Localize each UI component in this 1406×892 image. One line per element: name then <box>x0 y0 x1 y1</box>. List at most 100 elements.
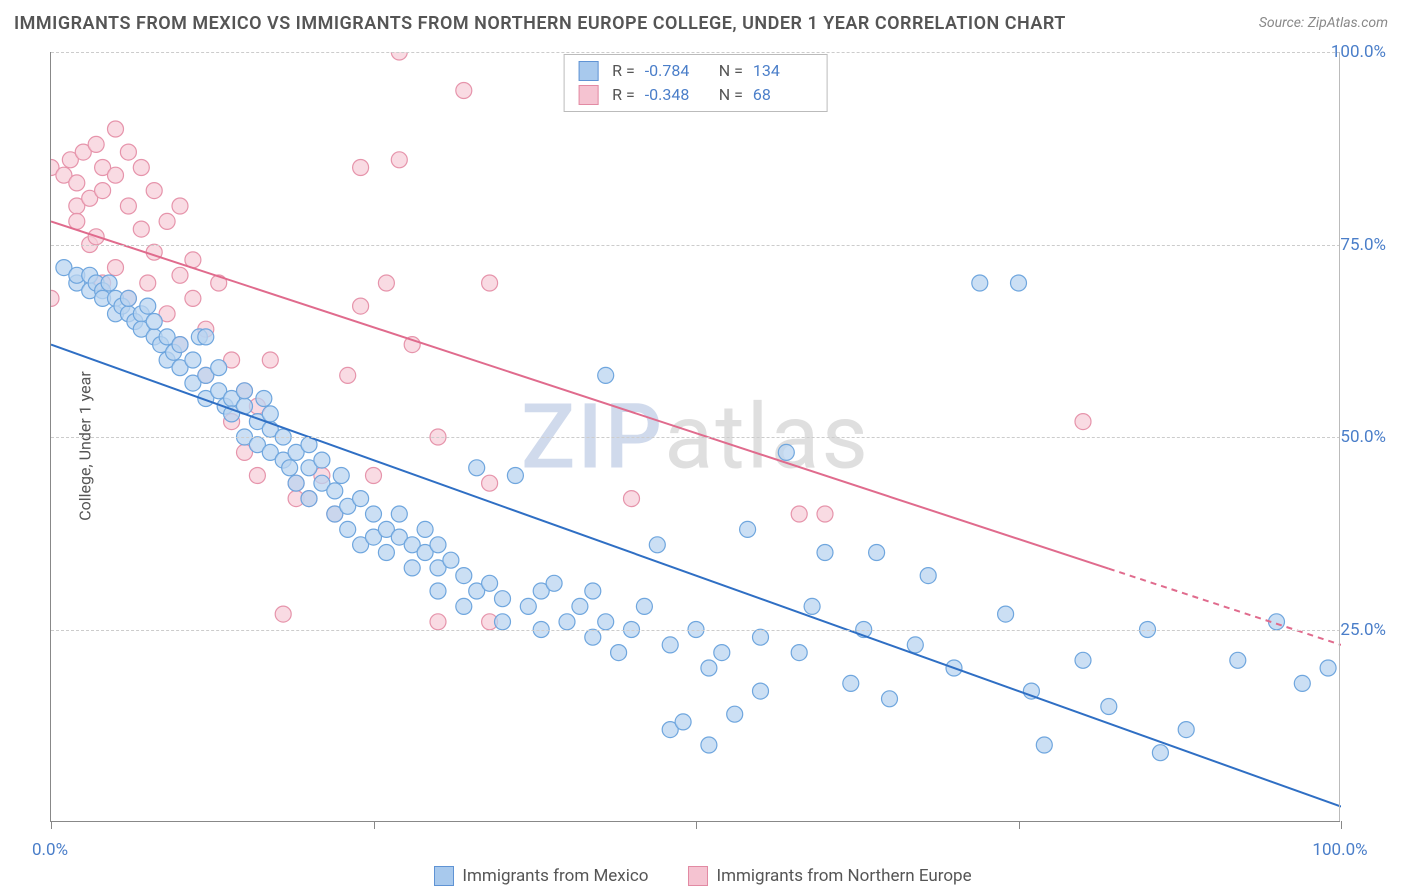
scatter-point <box>391 506 407 522</box>
stats-row-neurope: R = -0.348 N = 68 <box>578 83 813 107</box>
legend-label-mexico: Immigrants from Mexico <box>462 866 648 886</box>
scatter-point <box>507 468 523 484</box>
scatter-point <box>1294 675 1310 691</box>
scatter-point <box>282 460 298 476</box>
gridline-h <box>51 437 1340 438</box>
scatter-point <box>649 537 665 553</box>
x-tick <box>1341 821 1342 829</box>
source-value: ZipAtlas.com <box>1308 15 1388 31</box>
scatter-point <box>108 260 124 276</box>
scatter-point <box>998 606 1014 622</box>
scatter-point <box>546 575 562 591</box>
scatter-point <box>88 136 104 152</box>
gridline-h <box>51 630 1340 631</box>
scatter-point <box>972 275 988 291</box>
scatter-point <box>146 183 162 199</box>
scatter-point <box>301 491 317 507</box>
scatter-point <box>482 575 498 591</box>
scatter-point <box>1075 414 1091 430</box>
source-label: Source: <box>1259 15 1308 31</box>
scatter-point <box>469 460 485 476</box>
swatch-neurope <box>578 85 598 105</box>
scatter-point <box>559 614 575 630</box>
scatter-point <box>314 452 330 468</box>
scatter-point <box>495 614 511 630</box>
scatter-point <box>120 290 136 306</box>
scatter-point <box>804 598 820 614</box>
scatter-point <box>611 645 627 661</box>
legend-item-neurope: Immigrants from Northern Europe <box>688 866 971 886</box>
scatter-point <box>172 198 188 214</box>
scatter-point <box>288 475 304 491</box>
scatter-point <box>391 152 407 168</box>
y-tick-label: 50.0% <box>1340 427 1386 447</box>
stat-N-neurope: 68 <box>753 83 813 107</box>
scatter-point <box>791 645 807 661</box>
scatter-point <box>256 391 272 407</box>
scatter-point <box>598 614 614 630</box>
scatter-point <box>172 337 188 353</box>
scatter-point <box>198 329 214 345</box>
scatter-point <box>120 144 136 160</box>
stat-R-label: R = <box>612 59 635 83</box>
scatter-point <box>843 675 859 691</box>
scatter-point <box>907 637 923 653</box>
gridline-h <box>51 245 1340 246</box>
scatter-point <box>378 275 394 291</box>
scatter-point <box>430 583 446 599</box>
scatter-point <box>817 545 833 561</box>
scatter-point <box>275 606 291 622</box>
scatter-point <box>443 552 459 568</box>
scatter-point <box>140 275 156 291</box>
scatter-point <box>585 583 601 599</box>
x-tick <box>696 821 697 829</box>
swatch-neurope-bottom <box>688 866 708 886</box>
scatter-point <box>636 598 652 614</box>
legend-item-mexico: Immigrants from Mexico <box>434 866 648 886</box>
scatter-point <box>353 298 369 314</box>
scatter-point <box>133 160 149 176</box>
scatter-point <box>185 352 201 368</box>
stat-R-neurope: -0.348 <box>645 83 705 107</box>
scatter-point <box>1178 722 1194 738</box>
scatter-point <box>869 545 885 561</box>
scatter-point <box>51 290 59 306</box>
scatter-point <box>108 167 124 183</box>
bottom-legend: Immigrants from Mexico Immigrants from N… <box>0 866 1406 886</box>
scatter-point <box>140 298 156 314</box>
scatter-point <box>333 468 349 484</box>
x-tick <box>1019 821 1020 829</box>
x-tick-label: 0.0% <box>32 840 68 860</box>
swatch-mexico <box>578 61 598 81</box>
scatter-point <box>701 737 717 753</box>
x-tick <box>374 821 375 829</box>
scatter-point <box>791 506 807 522</box>
x-tick-label: 100.0% <box>1312 840 1367 860</box>
scatter-point <box>456 568 472 584</box>
scatter-point <box>185 290 201 306</box>
chart-title: IMMIGRANTS FROM MEXICO VS IMMIGRANTS FRO… <box>14 13 1066 34</box>
scatter-point <box>1101 699 1117 715</box>
scatter-point <box>95 183 111 199</box>
scatter-point <box>456 83 472 99</box>
legend-label-neurope: Immigrants from Northern Europe <box>716 866 971 886</box>
scatter-point <box>495 591 511 607</box>
plot-area: ZIPatlas R = -0.784 N = 134 R = -0.348 N… <box>50 52 1340 822</box>
y-tick-label: 25.0% <box>1340 620 1386 640</box>
scatter-point <box>430 614 446 630</box>
stat-N-label: N = <box>719 83 743 107</box>
scatter-point <box>817 506 833 522</box>
scatter-point <box>237 383 253 399</box>
scatter-point <box>366 468 382 484</box>
scatter-point <box>249 468 265 484</box>
stats-legend-box: R = -0.784 N = 134 R = -0.348 N = 68 <box>563 54 828 112</box>
scatter-point <box>714 645 730 661</box>
scatter-point <box>211 360 227 376</box>
stat-R-label: R = <box>612 83 635 107</box>
scatter-point <box>391 52 407 60</box>
scatter-point <box>159 213 175 229</box>
scatter-point <box>340 521 356 537</box>
scatter-point <box>262 352 278 368</box>
gridline-h <box>51 52 1340 53</box>
scatter-point <box>1011 275 1027 291</box>
